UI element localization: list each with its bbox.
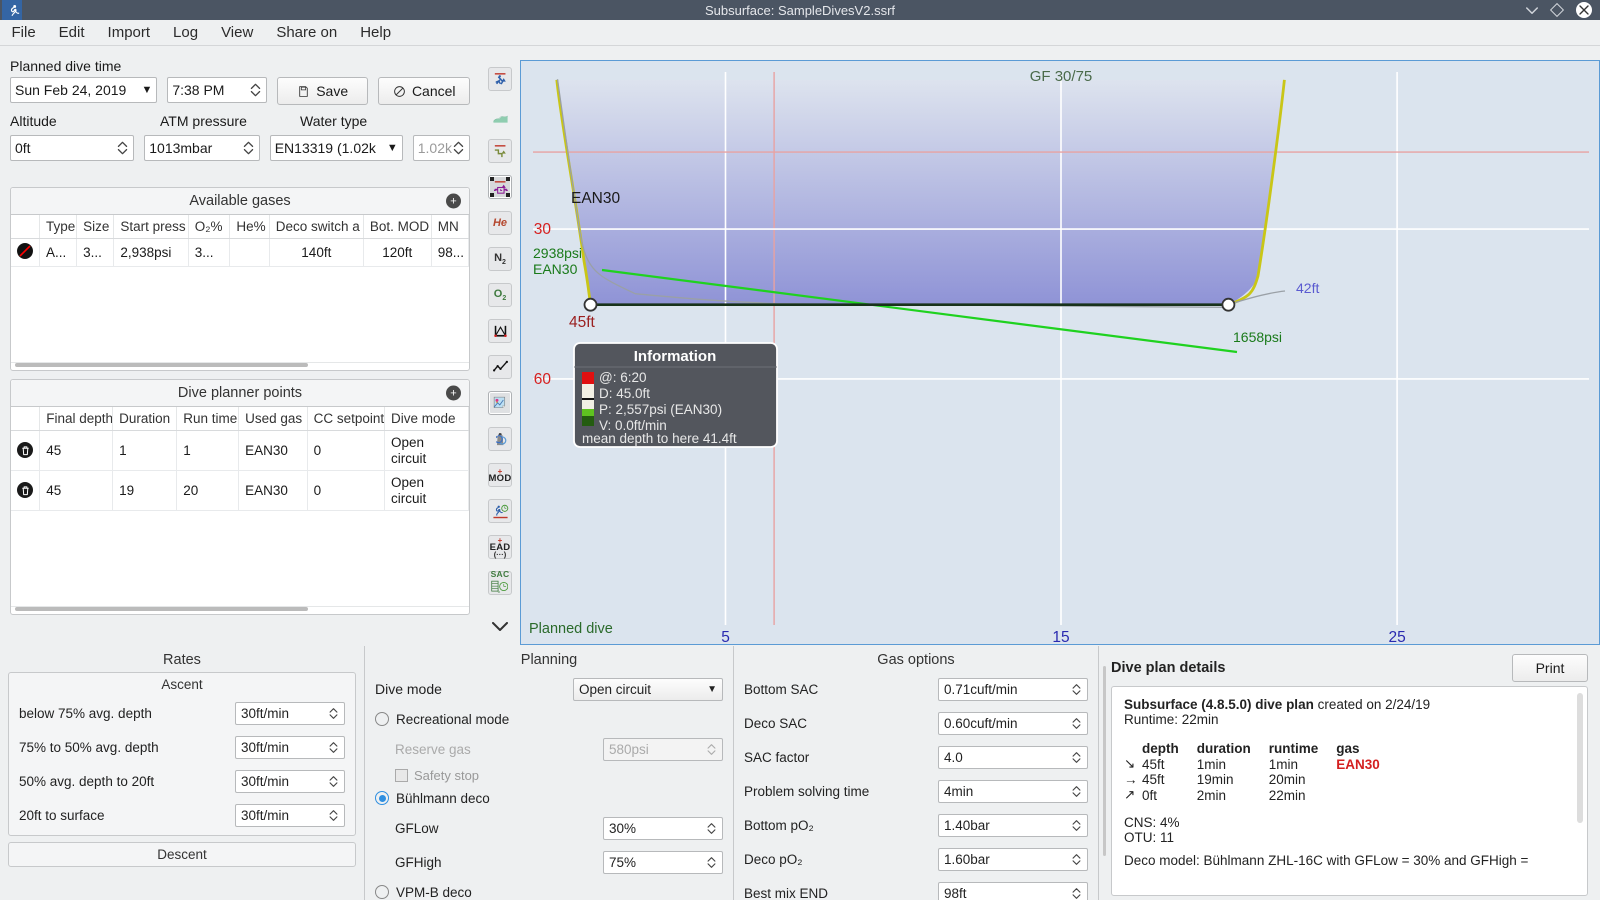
svg-text:EAN30: EAN30 bbox=[533, 261, 578, 277]
svg-text:D: 45.0ft: D: 45.0ft bbox=[599, 386, 650, 401]
svg-text:15: 15 bbox=[1052, 629, 1069, 645]
svg-text:60: 60 bbox=[534, 371, 552, 388]
svg-text:30: 30 bbox=[534, 221, 552, 238]
svg-text:45ft: 45ft bbox=[569, 314, 596, 331]
svg-text:25: 25 bbox=[1388, 629, 1405, 645]
svg-text:1658psi: 1658psi bbox=[1233, 329, 1282, 345]
svg-text:@: 6:20: @: 6:20 bbox=[599, 370, 646, 385]
svg-text:42ft: 42ft bbox=[1296, 280, 1319, 296]
svg-text:EAN30: EAN30 bbox=[571, 190, 620, 207]
svg-text:5: 5 bbox=[721, 629, 730, 645]
svg-text:P: 2,557psi (EAN30): P: 2,557psi (EAN30) bbox=[599, 402, 722, 417]
svg-text:Information: Information bbox=[634, 348, 717, 365]
svg-text:Planned dive: Planned dive bbox=[529, 621, 613, 637]
svg-text:GF 30/75: GF 30/75 bbox=[1030, 68, 1093, 85]
svg-text:mean depth to here 41.4ft: mean depth to here 41.4ft bbox=[582, 431, 737, 446]
svg-text:2938psi: 2938psi bbox=[533, 245, 582, 261]
